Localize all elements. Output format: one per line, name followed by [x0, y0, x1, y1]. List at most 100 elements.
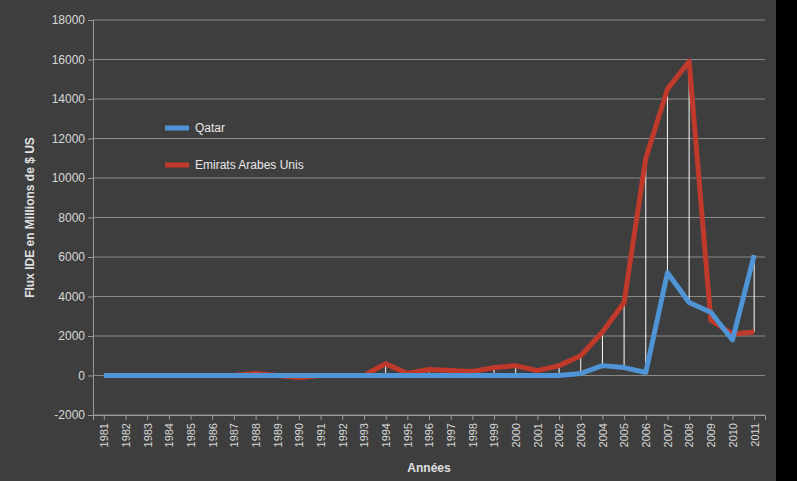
- x-tick-label: 2000: [510, 423, 522, 447]
- x-axis-title: Années: [407, 461, 451, 475]
- x-tick: 1990: [293, 415, 305, 447]
- x-tick: 1985: [185, 415, 197, 447]
- y-tick: -2000: [54, 408, 93, 422]
- x-tick: 2008: [683, 415, 695, 447]
- y-tick-mark: [88, 257, 93, 258]
- x-tick: 2005: [618, 415, 630, 447]
- x-tick-label: 1996: [423, 423, 435, 447]
- x-tick-mark: [732, 415, 733, 420]
- legend: Qatar Emirats Arabes Unis: [165, 121, 304, 172]
- x-tick: 2002: [553, 415, 565, 447]
- y-axis: -200002000400060008000100001200014000160…: [52, 13, 94, 422]
- x-tick-label: 2011: [749, 423, 761, 447]
- x-tick-label: 1992: [337, 423, 349, 447]
- y-tick: 10000: [52, 171, 93, 185]
- x-tick-mark: [581, 415, 582, 420]
- x-tick: 1999: [488, 415, 500, 447]
- x-tick-label: 1983: [142, 423, 154, 447]
- y-tick-label: 12000: [52, 132, 86, 146]
- x-tick: 1988: [250, 415, 262, 447]
- x-tick: 2009: [705, 415, 717, 447]
- legend-swatch: [165, 126, 189, 131]
- x-tick-label: 1984: [163, 423, 175, 447]
- x-tick-label: 1998: [467, 423, 479, 447]
- series-line: [104, 255, 754, 375]
- x-tick: 1982: [120, 415, 132, 447]
- x-tick-mark: [277, 415, 278, 420]
- y-tick-label: 4000: [58, 290, 85, 304]
- x-tick-mark: [407, 415, 408, 420]
- x-tick-mark: [169, 415, 170, 420]
- y-tick-label: 2000: [58, 329, 85, 343]
- y-tick-label: 16000: [52, 53, 86, 67]
- x-tick-label: 2004: [597, 423, 609, 447]
- x-tick: 1986: [207, 415, 219, 447]
- drop-line: [667, 89, 668, 273]
- grid-line: [93, 336, 765, 337]
- x-tick-label: 1989: [272, 423, 284, 447]
- y-tick-label: 6000: [58, 250, 85, 264]
- y-tick-label: 14000: [52, 92, 86, 106]
- x-tick-label: 1985: [185, 423, 197, 447]
- drop-line: [754, 255, 755, 332]
- drop-line: [645, 158, 646, 372]
- x-tick: 1989: [272, 415, 284, 447]
- drop-line: [624, 302, 625, 367]
- grid: [93, 20, 765, 415]
- x-tick-label: 2010: [727, 423, 739, 447]
- x-tick-label: 1997: [445, 423, 457, 447]
- x-tick-mark: [256, 415, 257, 420]
- x-tick-mark: [386, 415, 387, 420]
- y-tick-mark: [88, 178, 93, 179]
- x-tick-mark: [754, 415, 755, 420]
- x-tick-mark: [624, 415, 625, 420]
- x-tick-label: 1981: [98, 423, 110, 447]
- x-tick-mark: [537, 415, 538, 420]
- x-tick-mark: [711, 415, 712, 420]
- chart: -200002000400060008000100001200014000160…: [0, 0, 797, 481]
- x-tick-label: 1987: [228, 423, 240, 447]
- legend-swatch: [165, 163, 189, 168]
- x-tick-label: 2002: [553, 423, 565, 447]
- x-tick-label: 1994: [380, 423, 392, 447]
- grid-line: [93, 178, 765, 179]
- x-tick-mark: [516, 415, 517, 420]
- x-tick-mark: [104, 415, 105, 420]
- x-tick-mark: [646, 415, 647, 420]
- y-tick: 2000: [58, 329, 93, 343]
- y-tick-label: 10000: [52, 171, 86, 185]
- y-tick: 16000: [52, 53, 93, 67]
- x-tick-label: 1982: [120, 423, 132, 447]
- x-tick-mark: [299, 415, 300, 420]
- drop-line: [602, 332, 603, 366]
- y-tick: 4000: [58, 290, 93, 304]
- x-tick-label: 2001: [532, 423, 544, 447]
- x-tick-mark: [559, 415, 560, 420]
- x-tick: 1998: [467, 415, 479, 447]
- y-tick-mark: [88, 376, 93, 377]
- x-tick: 1993: [358, 415, 370, 447]
- x-tick-label: 1990: [293, 423, 305, 447]
- x-tick-mark: [191, 415, 192, 420]
- y-tick: 8000: [58, 211, 93, 225]
- x-tick-label: 1988: [250, 423, 262, 447]
- y-tick: 18000: [52, 13, 93, 27]
- x-tick: 2000: [510, 415, 522, 447]
- legend-label: Qatar: [195, 121, 225, 135]
- x-tick: 1984: [163, 415, 175, 447]
- x-tick: 2001: [532, 415, 544, 447]
- y-tick-mark: [88, 20, 93, 21]
- x-tick-label: 1991: [315, 423, 327, 447]
- x-tick-mark: [212, 415, 213, 420]
- grid-line: [93, 138, 765, 139]
- x-axis-line: [94, 416, 766, 421]
- legend-label: Emirats Arabes Unis: [195, 158, 304, 172]
- x-tick-mark: [321, 415, 322, 420]
- y-tick-mark: [88, 415, 93, 416]
- y-tick-mark: [88, 60, 93, 61]
- x-tick-mark: [472, 415, 473, 420]
- grid-line: [93, 217, 765, 218]
- x-tick: 1996: [423, 415, 435, 447]
- x-tick-label: 2009: [705, 423, 717, 447]
- x-axis: 1981 1982 1983 1984 1985 1986 1987 1988 1989 1990…: [94, 415, 766, 447]
